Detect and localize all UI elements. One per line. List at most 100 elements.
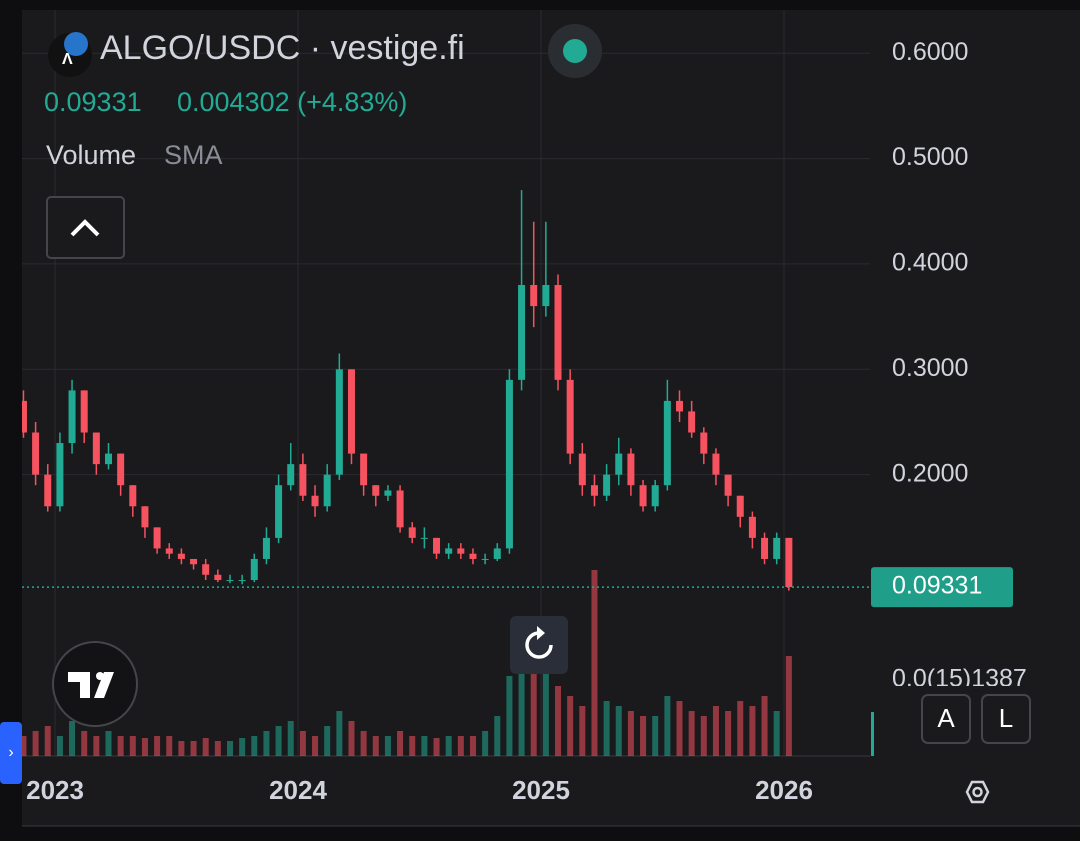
button-label: L — [999, 703, 1013, 733]
candle-body — [153, 527, 161, 549]
settings-button[interactable] — [965, 780, 990, 804]
volume-bar — [275, 726, 282, 756]
volume-bar — [785, 656, 792, 756]
candle-body — [165, 548, 173, 554]
candle-body — [347, 369, 355, 454]
volume-bar — [579, 706, 586, 756]
candle-body — [578, 453, 586, 486]
log-scale-button[interactable] — [981, 694, 1031, 744]
candle-body — [433, 537, 441, 554]
candle-body — [663, 400, 671, 486]
volume-bar — [591, 570, 598, 756]
candle-body — [627, 453, 635, 486]
price-label: 0.09331 — [892, 572, 982, 600]
volume-bar — [226, 741, 233, 756]
candle-body — [590, 485, 598, 496]
candle-body — [262, 537, 270, 559]
y-tick-label: 0.2000 — [892, 459, 968, 487]
candles — [22, 190, 793, 591]
indicator-name: Volume — [46, 140, 136, 170]
candle-body — [615, 453, 623, 475]
volume-bar — [615, 706, 622, 756]
volume-bar — [336, 711, 343, 756]
volume-bar — [482, 731, 489, 756]
volume-bar — [627, 711, 634, 756]
volume-bar — [44, 726, 51, 756]
collapse-button[interactable] — [46, 196, 125, 259]
volume-bar — [555, 686, 562, 756]
volume-bar — [299, 731, 306, 756]
side-panel-tab[interactable] — [0, 722, 22, 784]
x-tick-label: 2024 — [269, 775, 327, 805]
volume-bar — [129, 736, 136, 756]
candle-body — [773, 537, 781, 559]
candle-body — [56, 443, 64, 507]
volume-bar — [457, 736, 464, 756]
candle-body — [530, 285, 538, 307]
volume-bar — [688, 711, 695, 756]
candle-body — [785, 537, 793, 588]
auto-scale-button[interactable] — [921, 694, 971, 744]
volume-bar — [494, 716, 501, 756]
volume-bar — [154, 736, 161, 756]
volume-bar — [117, 736, 124, 756]
candle-body — [420, 537, 428, 539]
candle-body — [688, 411, 696, 433]
volume-bar — [712, 706, 719, 756]
volume-bar — [166, 736, 173, 756]
volume-pane — [22, 570, 792, 756]
volume-bar — [56, 736, 63, 756]
reset-arrow — [537, 626, 545, 640]
tradingview-logo[interactable] — [52, 641, 138, 727]
candle-body — [700, 432, 708, 454]
y-tick-label: 0.4000 — [892, 249, 968, 277]
volume-bar — [409, 736, 416, 756]
settings-dot — [972, 786, 983, 798]
reset-button[interactable] — [510, 616, 568, 674]
volume-bar — [603, 701, 610, 756]
volume-bar — [360, 731, 367, 756]
price-label-box — [871, 567, 1013, 608]
volume-bar — [32, 731, 39, 756]
volume-bar — [324, 726, 331, 756]
candle-body — [117, 453, 125, 486]
chevron-up — [70, 219, 100, 237]
legend-change: 0.004302 (+4.83%) — [177, 87, 407, 117]
candle-body — [202, 564, 210, 575]
candle-body — [505, 379, 513, 549]
candle-body — [676, 400, 684, 412]
x-tick-label: 2026 — [755, 775, 813, 805]
volume-bar — [22, 736, 27, 756]
candle-body — [275, 485, 283, 538]
candle-body — [360, 453, 368, 486]
volume-bar — [263, 731, 270, 756]
legend-close: 0.09331 — [44, 87, 142, 117]
candle-body — [651, 485, 659, 507]
candle-body — [68, 390, 76, 444]
volume-bar — [397, 731, 404, 756]
candle-body — [311, 495, 319, 507]
volume-bar — [506, 676, 513, 756]
volume-bar — [81, 731, 88, 756]
candle-body — [250, 558, 258, 581]
candle-body — [736, 495, 744, 517]
volume-bar — [664, 696, 671, 756]
candle-body — [214, 574, 222, 581]
volume-bar — [445, 736, 452, 756]
volume-bar — [372, 736, 379, 756]
candle-body — [761, 537, 769, 559]
candle-body — [238, 580, 246, 582]
volume-bar — [773, 711, 780, 756]
volume-bar — [761, 696, 768, 756]
candle-body — [226, 580, 234, 582]
button-label: A — [937, 703, 955, 733]
candle-body — [299, 464, 307, 496]
candle-body — [445, 548, 453, 554]
volume-bar — [421, 736, 428, 756]
candle-body — [724, 474, 732, 496]
volume-bar — [737, 701, 744, 756]
candle-body — [44, 474, 52, 507]
logo-glyph: Λ — [62, 51, 73, 68]
candle-body — [518, 285, 526, 380]
